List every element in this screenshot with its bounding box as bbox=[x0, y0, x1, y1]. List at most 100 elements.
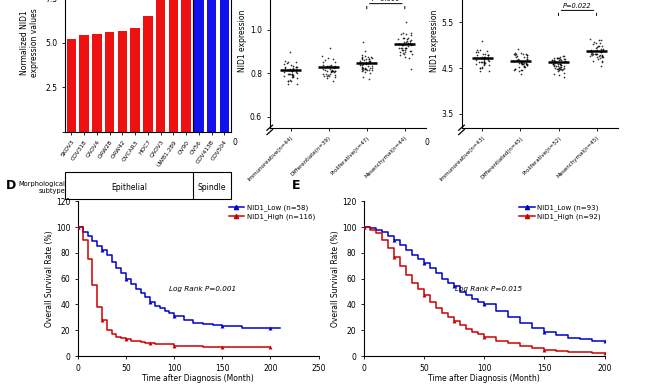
Point bbox=[594, 40, 604, 46]
Point bbox=[517, 60, 528, 67]
Point bbox=[480, 54, 490, 60]
Point bbox=[406, 32, 416, 38]
Point bbox=[471, 61, 481, 67]
Point bbox=[552, 55, 563, 62]
Point bbox=[363, 60, 373, 66]
Point bbox=[403, 43, 413, 49]
Point bbox=[326, 67, 337, 74]
Point bbox=[287, 71, 297, 77]
Point bbox=[358, 65, 369, 71]
Point bbox=[400, 45, 411, 51]
Point bbox=[285, 78, 296, 84]
Point bbox=[398, 35, 409, 41]
Point bbox=[355, 62, 365, 68]
Point bbox=[551, 63, 562, 69]
Point bbox=[476, 64, 487, 70]
Point bbox=[557, 67, 567, 73]
Point bbox=[474, 65, 485, 72]
Bar bbox=[92, 34, 101, 132]
Text: Epithelial: Epithelial bbox=[111, 183, 147, 192]
Point bbox=[479, 59, 489, 65]
Y-axis label: NID1 expression: NID1 expression bbox=[238, 9, 247, 72]
Point bbox=[592, 57, 603, 63]
Point bbox=[399, 54, 410, 60]
Point bbox=[406, 30, 416, 36]
Point bbox=[358, 74, 369, 80]
Point bbox=[473, 49, 484, 55]
Point bbox=[595, 37, 606, 43]
Text: E: E bbox=[292, 179, 300, 192]
Point bbox=[558, 69, 569, 75]
Point bbox=[513, 46, 523, 52]
Point bbox=[519, 63, 529, 70]
Point bbox=[400, 39, 411, 45]
Point bbox=[356, 58, 366, 64]
Point bbox=[554, 67, 564, 74]
Point bbox=[596, 63, 606, 69]
Point bbox=[484, 52, 494, 58]
Point bbox=[393, 41, 404, 47]
Point bbox=[558, 66, 568, 72]
Point bbox=[280, 64, 291, 70]
Point bbox=[482, 55, 493, 62]
Point bbox=[586, 51, 597, 57]
Point bbox=[320, 57, 331, 63]
Point bbox=[552, 66, 562, 72]
Point bbox=[593, 53, 604, 59]
Point bbox=[514, 68, 525, 74]
Point bbox=[356, 68, 367, 75]
Point bbox=[511, 50, 521, 57]
Point bbox=[554, 72, 564, 78]
Point bbox=[552, 62, 563, 68]
Point bbox=[328, 68, 339, 75]
Point bbox=[364, 57, 374, 63]
Y-axis label: Overall Survival Rate (%): Overall Survival Rate (%) bbox=[332, 230, 341, 327]
Point bbox=[326, 69, 336, 75]
Point bbox=[280, 65, 290, 71]
Bar bbox=[181, 0, 191, 132]
Point bbox=[552, 55, 563, 61]
Point bbox=[399, 35, 410, 41]
Y-axis label: Overall Survival Rate (%): Overall Survival Rate (%) bbox=[46, 230, 55, 327]
Point bbox=[329, 69, 339, 75]
Point bbox=[549, 63, 559, 69]
Point bbox=[330, 74, 341, 80]
Point bbox=[402, 35, 413, 41]
Point bbox=[358, 54, 368, 60]
Point bbox=[365, 58, 375, 65]
Bar bbox=[66, 39, 76, 132]
Point bbox=[518, 61, 528, 67]
Point bbox=[510, 51, 520, 58]
Point bbox=[482, 48, 493, 54]
Point bbox=[587, 52, 597, 58]
Point bbox=[322, 55, 333, 61]
Point bbox=[591, 51, 601, 57]
Point bbox=[509, 67, 519, 74]
Point bbox=[593, 37, 604, 43]
Point bbox=[555, 64, 566, 70]
Point bbox=[547, 61, 558, 67]
Point bbox=[484, 58, 494, 64]
Point bbox=[283, 81, 293, 87]
Point bbox=[521, 51, 531, 58]
Point bbox=[324, 71, 335, 77]
Point bbox=[285, 62, 296, 68]
Point bbox=[587, 50, 597, 57]
Point bbox=[358, 67, 369, 73]
Point bbox=[320, 67, 330, 73]
Point bbox=[402, 38, 412, 44]
Point bbox=[318, 59, 328, 65]
Point bbox=[477, 65, 488, 71]
Point bbox=[586, 48, 597, 55]
Point bbox=[519, 63, 530, 70]
Point bbox=[592, 47, 603, 53]
Point bbox=[328, 68, 338, 74]
Point bbox=[324, 63, 334, 69]
Point bbox=[284, 71, 294, 77]
Point bbox=[482, 52, 493, 58]
Y-axis label: Normalized NID1
expression values: Normalized NID1 expression values bbox=[20, 8, 39, 77]
Point bbox=[364, 76, 374, 82]
Point bbox=[592, 51, 602, 57]
Point bbox=[325, 65, 335, 72]
Point bbox=[548, 61, 558, 67]
